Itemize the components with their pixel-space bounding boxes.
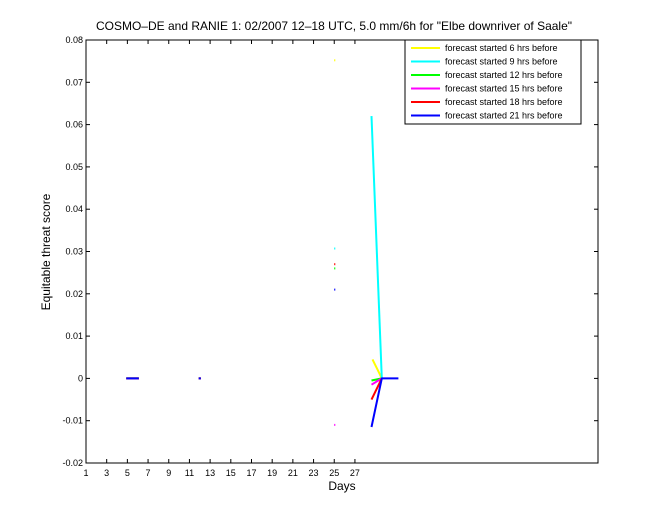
- series-layer: [126, 59, 399, 428]
- legend: forecast started 6 hrs before forecast st…: [404, 39, 582, 125]
- x-tick-label: 21: [288, 468, 298, 478]
- y-tick-label: -0.02: [62, 458, 83, 468]
- y-tick-label: 0.03: [65, 247, 83, 257]
- series-line-segment: [370, 377, 383, 386]
- legend-label: forecast started 9 hrs before: [445, 57, 558, 67]
- legend-label: forecast started 15 hrs before: [445, 84, 563, 94]
- chart-title: COSMO–DE and RANIE 1: 02/2007 12–18 UTC,…: [96, 19, 572, 33]
- y-tick-label: 0.05: [65, 162, 83, 172]
- x-tick-label: 5: [125, 468, 130, 478]
- x-tick-label: 19: [267, 468, 277, 478]
- series-line-segment: [371, 358, 383, 379]
- x-tick-label: 23: [309, 468, 319, 478]
- y-tick-label: -0.01: [62, 416, 83, 426]
- legend-box: [404, 39, 582, 125]
- x-tick-label: 7: [146, 468, 151, 478]
- x-tick-label: 15: [226, 468, 236, 478]
- y-tick-label: 0: [78, 373, 83, 383]
- y-tick-label: 0.01: [65, 331, 83, 341]
- series-line-segment: [370, 377, 399, 428]
- x-tick-label: 13: [205, 468, 215, 478]
- y-tick-label: 0.08: [65, 35, 83, 45]
- x-tick-label: 11: [185, 468, 194, 478]
- legend-label: forecast started 18 hrs before: [445, 97, 563, 107]
- x-axis-label: Days: [328, 479, 355, 493]
- series-6: [126, 288, 399, 428]
- legend-label: forecast started 21 hrs before: [445, 111, 563, 121]
- x-tick-label: 1: [83, 468, 88, 478]
- legend-label: forecast started 6 hrs before: [445, 43, 558, 53]
- y-tick-label: 0.02: [65, 289, 83, 299]
- y-tick-label: 0.04: [65, 204, 83, 214]
- series-line-segment: [370, 116, 383, 379]
- x-tick-label: 25: [329, 468, 339, 478]
- y-tick-label: 0.06: [65, 120, 83, 130]
- y-axis-label: Equitable threat score: [39, 193, 53, 310]
- x-tick-label: 9: [166, 468, 171, 478]
- x-tick-label: 3: [104, 468, 109, 478]
- legend-label: forecast started 12 hrs before: [445, 70, 563, 80]
- y-tick-label: 0.07: [65, 77, 83, 87]
- x-tick-label: 27: [350, 468, 360, 478]
- x-tick-label: 17: [246, 468, 256, 478]
- axis-ticks: 1 3 5 7 9 11 13 15 17 19 21 23 25 27-0.02-0.0100.010.…: [62, 35, 598, 478]
